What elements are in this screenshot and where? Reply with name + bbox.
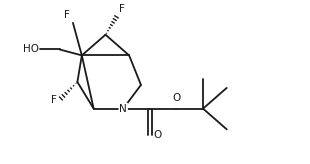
Text: F: F [51, 95, 57, 105]
Text: HO: HO [23, 44, 39, 54]
Text: N: N [119, 104, 127, 114]
Text: F: F [64, 10, 70, 20]
Text: O: O [172, 93, 180, 103]
Text: F: F [119, 4, 125, 14]
Text: O: O [153, 130, 162, 140]
